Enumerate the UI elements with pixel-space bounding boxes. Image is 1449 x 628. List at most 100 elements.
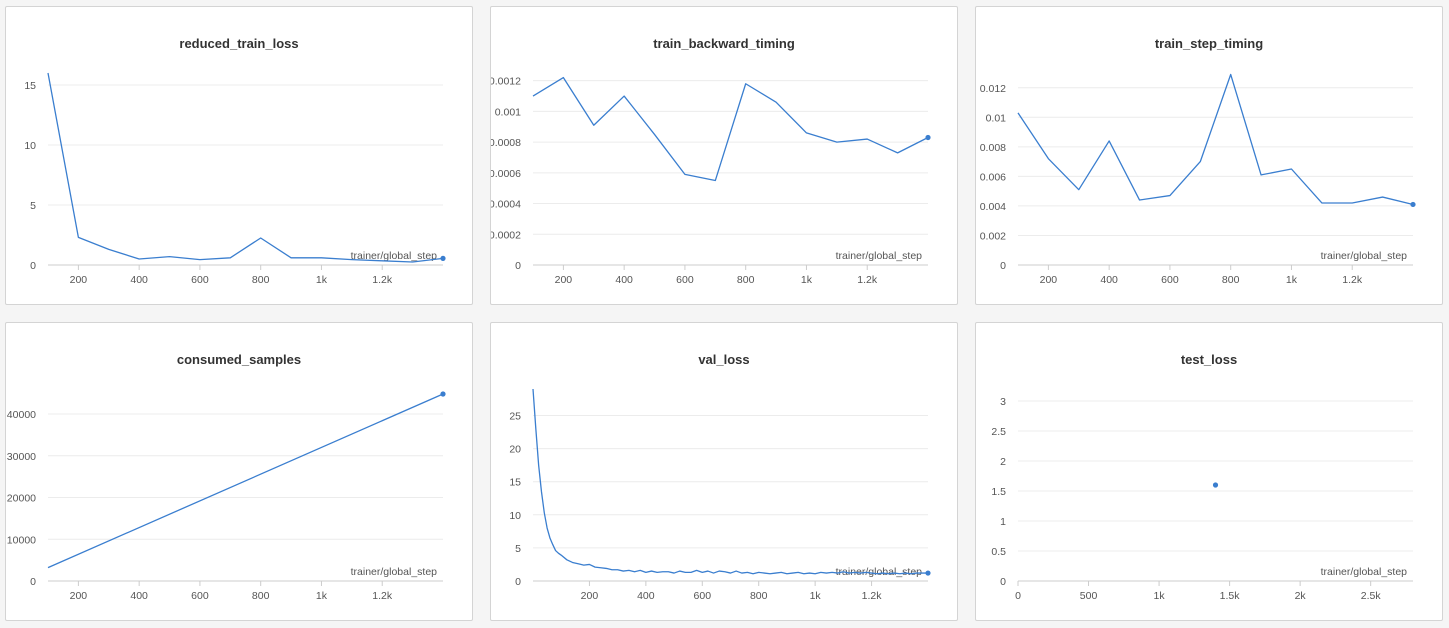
chart-title: train_step_timing bbox=[1154, 36, 1264, 51]
endpoint-marker bbox=[925, 134, 931, 141]
x-tick-label: 1k bbox=[801, 274, 813, 286]
chart-title: consumed_samples bbox=[176, 352, 302, 367]
x-tick-label: 400 bbox=[130, 590, 148, 602]
y-tick-label: 20 bbox=[509, 444, 521, 456]
x-tick-label: 0 bbox=[1015, 590, 1021, 602]
y-tick-label: 40000 bbox=[7, 409, 36, 421]
x-tick-label: 200 bbox=[581, 590, 599, 602]
y-tick-label: 0.002 bbox=[980, 230, 1006, 242]
x-axis-label: trainer/global_step bbox=[351, 250, 438, 262]
y-tick-label: 15 bbox=[509, 477, 521, 489]
y-tick-label: 0 bbox=[1000, 260, 1006, 272]
x-tick-label: 2.5k bbox=[1361, 590, 1382, 602]
endpoint-marker bbox=[1410, 201, 1416, 208]
series-line bbox=[532, 388, 928, 575]
y-tick-label: 2 bbox=[1000, 456, 1006, 468]
series-line bbox=[47, 393, 444, 569]
chart-panel-reduced-train-loss[interactable]: reduced_train_loss 0 5 10 15 200 400 600 800 1k 1… bbox=[5, 6, 473, 305]
x-tick-label: 800 bbox=[1222, 274, 1240, 286]
x-tick-label: 800 bbox=[750, 590, 768, 602]
chart-plot: 0 0.5 1 1.5 2 2.5 3 0 500 1k 1.5k 2k 2.5k trainer/glo… bbox=[991, 396, 1413, 602]
y-tick-label: 25 bbox=[509, 410, 521, 422]
y-tick-label: 0.001 bbox=[495, 106, 521, 118]
x-tick-label: 1.2k bbox=[372, 590, 393, 602]
x-axis-label: trainer/global_step bbox=[836, 250, 923, 262]
x-tick-label: 200 bbox=[70, 274, 88, 286]
x-tick-label: 400 bbox=[130, 274, 148, 286]
chart-plot: 0 0.002 0.004 0.006 0.008 0.01 0.012 200 400 600 8… bbox=[980, 73, 1416, 286]
x-tick-label: 800 bbox=[252, 274, 270, 286]
x-tick-label: 1.2k bbox=[857, 274, 878, 286]
x-tick-label: 500 bbox=[1080, 590, 1098, 602]
x-axis-label: trainer/global_step bbox=[351, 566, 438, 578]
y-tick-label: 0.012 bbox=[980, 83, 1006, 95]
y-tick-label: 3 bbox=[1000, 396, 1006, 408]
y-tick-label: 5 bbox=[30, 200, 36, 212]
x-tick-label: 1.2k bbox=[862, 590, 883, 602]
endpoint-marker bbox=[440, 255, 446, 261]
x-axis-label: trainer/global_step bbox=[836, 566, 923, 578]
chart-title: reduced_train_loss bbox=[179, 36, 299, 51]
x-tick-label: 600 bbox=[1161, 274, 1179, 286]
y-tick-label: 0.5 bbox=[991, 546, 1006, 558]
x-tick-label: 200 bbox=[555, 274, 573, 286]
x-tick-label: 1k bbox=[1154, 590, 1166, 602]
y-tick-label: 0 bbox=[515, 576, 521, 588]
x-tick-label: 600 bbox=[191, 590, 209, 602]
chart-title: test_loss bbox=[1180, 352, 1238, 367]
series-line bbox=[1017, 73, 1414, 206]
chart-panel-consumed-samples[interactable]: consumed_samples 0 10000 20000 30000 40000 20… bbox=[5, 322, 473, 621]
y-tick-label: 1 bbox=[1000, 516, 1006, 528]
y-tick-label: 0 bbox=[1000, 576, 1006, 588]
chart-panel-test-loss[interactable]: test_loss 0 0.5 1 1.5 2 2.5 3 0 500 1k 1.5k 2k 2.5k t… bbox=[975, 322, 1443, 621]
x-tick-label: 1k bbox=[1286, 274, 1298, 286]
y-tick-label: 10000 bbox=[7, 534, 36, 546]
x-tick-label: 400 bbox=[637, 590, 655, 602]
x-tick-label: 400 bbox=[615, 274, 633, 286]
y-tick-label: 0 bbox=[30, 576, 36, 588]
chart-plot: 0 5 10 15 20 25 200 400 600 800 1k 1.2k trainer/glob… bbox=[509, 388, 931, 602]
x-tick-label: 200 bbox=[70, 590, 88, 602]
x-tick-label: 1.5k bbox=[1220, 590, 1241, 602]
x-tick-label: 800 bbox=[252, 590, 270, 602]
endpoint-marker bbox=[440, 391, 446, 397]
chart-plot: 0 0.0002 0.0004 0.0006 0.0008 0.001 0.0012 200 4… bbox=[491, 76, 931, 286]
y-tick-label: 2.5 bbox=[991, 426, 1006, 438]
x-tick-label: 2k bbox=[1295, 590, 1307, 602]
chart-plot: 0 10000 20000 30000 40000 200 400 600 800 1k 1.2k t… bbox=[7, 391, 446, 602]
y-tick-label: 0.01 bbox=[986, 112, 1007, 124]
y-tick-label: 0.0006 bbox=[491, 168, 521, 180]
y-tick-label: 0.004 bbox=[980, 201, 1006, 213]
x-tick-label: 600 bbox=[676, 274, 694, 286]
y-tick-label: 0 bbox=[515, 260, 521, 272]
y-tick-label: 0.0002 bbox=[491, 229, 521, 241]
y-tick-label: 0 bbox=[30, 260, 36, 272]
chart-panel-train-backward-timing[interactable]: train_backward_timing 0 0.0002 0.0004 0.000… bbox=[490, 6, 958, 305]
x-axis-label: trainer/global_step bbox=[1321, 250, 1408, 262]
series-line bbox=[532, 76, 929, 182]
chart-plot: 0 5 10 15 200 400 600 800 1k 1.2k trainer/global_s… bbox=[24, 72, 446, 286]
y-tick-label: 15 bbox=[24, 80, 36, 92]
chart-panel-train-step-timing[interactable]: train_step_timing 0 0.002 0.004 0.006 0.008 0… bbox=[975, 6, 1443, 305]
endpoint-marker bbox=[925, 570, 931, 576]
series-line bbox=[47, 72, 444, 263]
x-tick-label: 600 bbox=[694, 590, 712, 602]
x-tick-label: 1k bbox=[810, 590, 822, 602]
x-axis-label: trainer/global_step bbox=[1321, 566, 1408, 578]
y-tick-label: 10 bbox=[24, 140, 36, 152]
y-tick-label: 1.5 bbox=[991, 486, 1006, 498]
x-tick-label: 1k bbox=[316, 274, 328, 286]
x-tick-label: 200 bbox=[1040, 274, 1058, 286]
chart-title: train_backward_timing bbox=[653, 36, 795, 51]
chart-panel-val-loss[interactable]: val_loss 0 5 10 15 20 25 200 400 600 800 1k 1.2k tra… bbox=[490, 322, 958, 621]
x-tick-label: 400 bbox=[1100, 274, 1118, 286]
y-tick-label: 0.0008 bbox=[491, 137, 521, 149]
x-tick-label: 1.2k bbox=[372, 274, 393, 286]
x-tick-label: 1.2k bbox=[1342, 274, 1363, 286]
y-tick-label: 0.0012 bbox=[491, 76, 521, 88]
y-tick-label: 20000 bbox=[7, 493, 36, 505]
chart-title: val_loss bbox=[698, 352, 750, 367]
y-tick-label: 0.006 bbox=[980, 171, 1006, 183]
y-tick-label: 10 bbox=[509, 510, 521, 522]
y-tick-label: 30000 bbox=[7, 451, 36, 463]
